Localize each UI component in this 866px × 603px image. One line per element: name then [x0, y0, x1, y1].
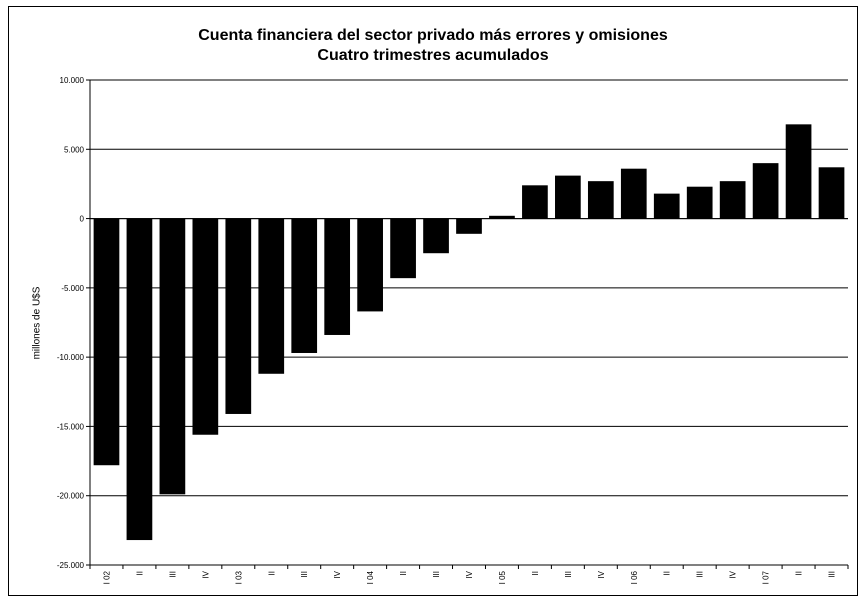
x-tick-label: I 02	[102, 570, 111, 584]
bar	[752, 163, 779, 219]
bar	[93, 218, 120, 466]
x-tick-label: III	[300, 571, 309, 578]
x-tick-label: IV	[729, 570, 738, 578]
x-tick-label: II	[267, 571, 276, 575]
x-tick-label: IV	[465, 570, 474, 578]
bar	[324, 218, 351, 335]
x-tick-label: III	[696, 571, 705, 578]
bar	[785, 124, 812, 219]
chart-subtitle: Cuatro trimestres acumulados	[317, 47, 549, 64]
bars	[93, 124, 845, 541]
x-tick-label: IV	[201, 570, 210, 578]
bar	[423, 218, 449, 254]
x-tick-label: II	[663, 571, 672, 575]
y-tick-label: -15.000	[57, 422, 85, 431]
x-tick-label: III	[168, 571, 177, 578]
bar	[522, 185, 548, 219]
bar	[719, 181, 746, 219]
x-tick-label: I 07	[762, 570, 771, 584]
y-tick-label: -20.000	[57, 492, 85, 501]
bar	[489, 215, 515, 219]
x-tick-label: IV	[597, 570, 606, 578]
x-tick-label: III	[828, 571, 837, 578]
x-tick-label: II	[795, 571, 804, 575]
bar	[225, 218, 252, 414]
y-tick-label: -25.000	[57, 561, 85, 570]
axes	[89, 80, 848, 566]
bar	[357, 218, 383, 312]
x-tick-label: IV	[333, 570, 342, 578]
bar	[555, 175, 581, 219]
y-tick-label: -10.000	[57, 353, 85, 362]
bar	[456, 218, 482, 234]
chart-title: Cuenta financiera del sector privado más…	[0, 26, 866, 66]
y-tick-labels: 10.000 5.000 0 -5.000 -10.000 -15.000 -20.000 -…	[57, 76, 90, 570]
y-tick-label: -5.000	[61, 284, 84, 293]
x-tick-label: II	[399, 571, 408, 575]
bar	[258, 218, 285, 374]
x-tick-label: I 04	[366, 570, 375, 584]
x-tick-label: I 06	[630, 570, 639, 584]
chart-title-line1: Cuenta financiera del sector privado más…	[198, 27, 668, 44]
x-tick-label: I 05	[498, 570, 507, 584]
bar	[390, 218, 416, 279]
x-tick-label: II	[531, 571, 540, 575]
bar	[620, 168, 647, 219]
y-tick-label: 10.000	[60, 76, 85, 85]
x-tick-labels: I 02 II III IV I 03 II III IV I 04 II III IV I 05 II I…	[89, 565, 849, 584]
y-tick-label: 5.000	[64, 145, 85, 154]
x-tick-label: II	[135, 571, 144, 575]
bar	[126, 218, 153, 541]
bar	[159, 218, 186, 495]
bar	[192, 218, 219, 435]
x-tick-label: III	[564, 571, 573, 578]
bar	[291, 218, 318, 353]
bar	[818, 167, 845, 219]
x-tick-label: I 03	[234, 570, 243, 584]
x-tick-label: III	[432, 571, 441, 578]
bar	[587, 181, 614, 219]
bar	[653, 193, 680, 219]
bar	[686, 186, 713, 219]
y-tick-label: 0	[80, 215, 85, 224]
